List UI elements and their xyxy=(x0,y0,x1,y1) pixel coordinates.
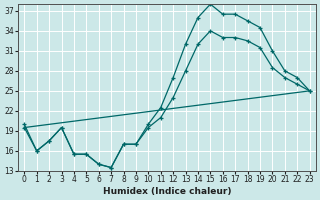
X-axis label: Humidex (Indice chaleur): Humidex (Indice chaleur) xyxy=(103,187,231,196)
